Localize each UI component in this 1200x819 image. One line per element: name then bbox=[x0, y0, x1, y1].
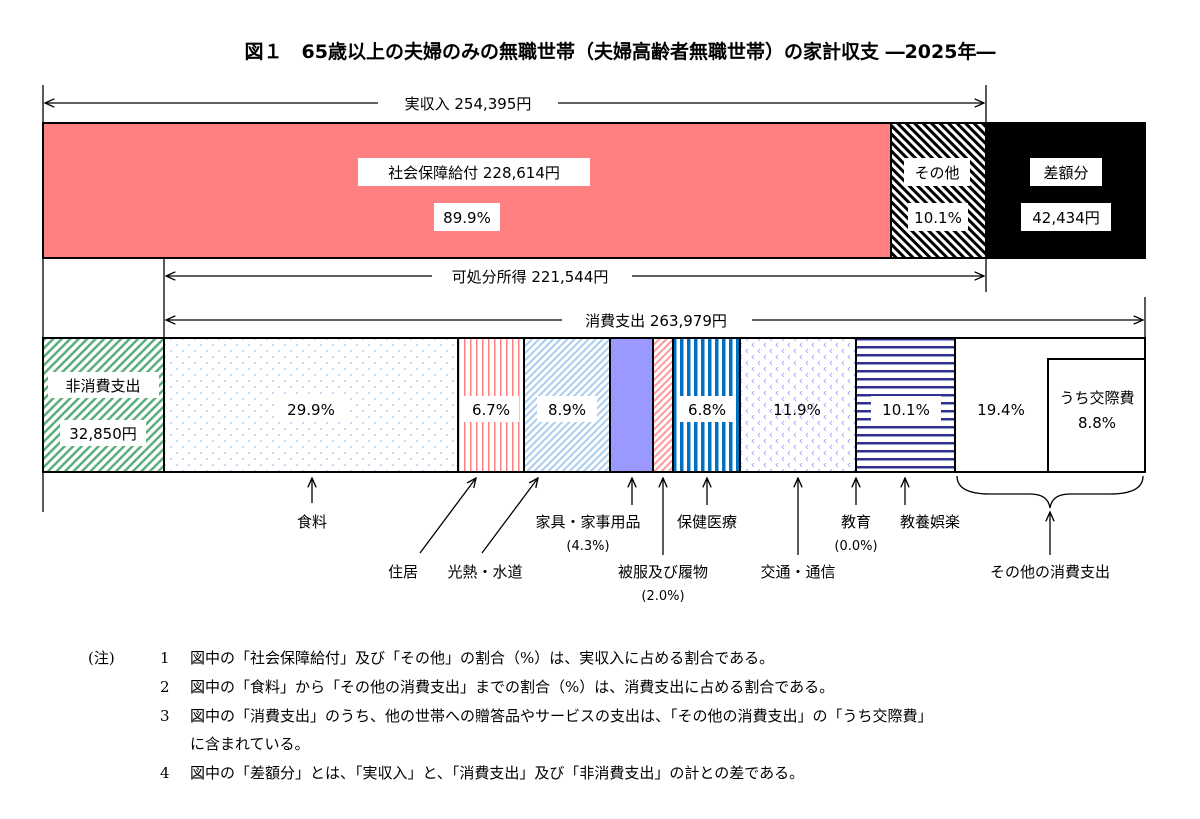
note-text: 図中の「差額分」とは、「実収入」と、「消費支出」及び「非消費支出」の計との差であ… bbox=[190, 764, 804, 782]
social-expenses-box bbox=[1047, 358, 1146, 473]
social-expenses-pct: 8.8% bbox=[1078, 414, 1116, 432]
medical-label: 保健医療 bbox=[677, 513, 737, 531]
other-income-segment bbox=[890, 122, 987, 259]
transport-segment bbox=[739, 337, 857, 473]
notes-list: 1 図中の「社会保障給付」及び「その他」の割合（%）は、実収入に占める割合である… bbox=[160, 649, 933, 782]
note-number: 3 bbox=[160, 707, 170, 725]
social-security-pct: 89.9% bbox=[443, 209, 491, 227]
housing-label: 住居 bbox=[388, 563, 418, 581]
clothing-pct: (2.0%) bbox=[641, 589, 684, 604]
other-income-pct: 10.1% bbox=[914, 209, 962, 227]
consumption-label: 消費支出 263,979円 bbox=[585, 312, 727, 330]
transport-label: 交通・通信 bbox=[760, 563, 835, 581]
deficit-amount: 42,434円 bbox=[1032, 209, 1100, 227]
social-security-segment bbox=[42, 122, 892, 259]
deficit-segment bbox=[985, 122, 1146, 259]
note-text: 図中の「消費支出」のうち、他の世帯への贈答品やサービスの支出は、「その他の消費支… bbox=[190, 707, 933, 725]
utilities-pct: 8.9% bbox=[548, 401, 586, 419]
clothing-label: 被服及び履物 bbox=[618, 563, 708, 581]
housing-pct: 6.7% bbox=[472, 401, 510, 419]
utilities-label: 光熱・水道 bbox=[447, 563, 522, 581]
furniture-segment bbox=[609, 337, 654, 473]
clothing-segment bbox=[652, 337, 674, 473]
medical-pct: 6.8% bbox=[688, 401, 726, 419]
other-consumption-pct: 19.4% bbox=[977, 401, 1025, 419]
note-number: 2 bbox=[160, 678, 170, 696]
note-text: 図中の「食料」から「その他の消費支出」までの割合（%）は、消費支出に占める割合で… bbox=[190, 678, 834, 696]
housing-arrow bbox=[419, 478, 476, 554]
social-security-label: 社会保障給付 228,614円 bbox=[388, 164, 560, 182]
other-consumption-brace bbox=[956, 475, 1144, 509]
food-label: 食料 bbox=[297, 513, 327, 531]
other-income-label: その他 bbox=[914, 164, 959, 182]
other-consumption-label: その他の消費支出 bbox=[990, 563, 1110, 581]
notes-marker: (注) bbox=[88, 649, 115, 667]
deficit-label: 差額分 bbox=[1043, 164, 1088, 182]
furniture-pct: (4.3%) bbox=[566, 539, 609, 554]
utilities-arrow bbox=[481, 478, 538, 554]
recreation-label: 教養娯楽 bbox=[900, 513, 960, 531]
non-consumption-amount: 32,850円 bbox=[69, 425, 137, 443]
recreation-pct: 10.1% bbox=[882, 401, 930, 419]
note-number: 1 bbox=[160, 649, 170, 667]
food-pct: 29.9% bbox=[287, 401, 335, 419]
note-number: 4 bbox=[160, 764, 170, 782]
non-consumption-label: 非消費支出 bbox=[65, 377, 140, 395]
disposable-income-label: 可処分所得 221,544円 bbox=[452, 268, 609, 286]
furniture-label: 家具・家事用品 bbox=[535, 513, 640, 531]
education-pct: (0.0%) bbox=[834, 539, 877, 554]
non-consumption-segment bbox=[42, 337, 165, 473]
social-expenses-label: うち交際費 bbox=[1059, 389, 1134, 407]
note-text: 図中の「社会保障給付」及び「その他」の割合（%）は、実収入に占める割合である。 bbox=[190, 649, 774, 667]
chart-title: 図１ 65歳以上の夫婦のみの無職世帯（夫婦高齢者無職世帯）の家計収支 ―2025… bbox=[245, 40, 996, 63]
education-label: 教育 bbox=[841, 513, 871, 531]
actual-income-label: 実収入 254,395円 bbox=[405, 95, 532, 113]
transport-pct: 11.9% bbox=[773, 401, 821, 419]
note-text: に含まれている。 bbox=[190, 735, 310, 753]
